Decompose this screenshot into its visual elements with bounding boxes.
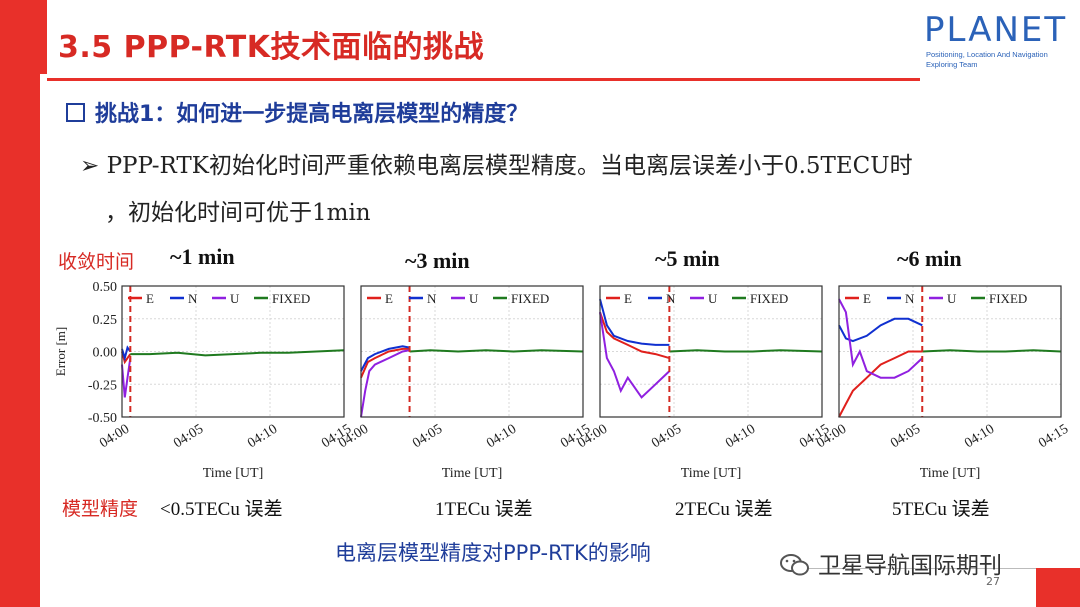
legend-label-e: E <box>624 291 632 306</box>
legend-label-e: E <box>385 291 393 306</box>
plot-frame <box>360 285 584 418</box>
x-axis-label: Time [UT] <box>681 466 742 481</box>
title-accent-block <box>40 0 47 74</box>
legend-label-e: E <box>863 291 871 306</box>
y-tick-label: 0.50 <box>93 280 118 295</box>
series-line-e <box>360 347 410 379</box>
plot-frame <box>838 285 1062 418</box>
x-tick-label: 04:05 <box>410 422 445 452</box>
x-tick-label: 04:05 <box>888 422 923 452</box>
series-line-n <box>360 345 410 372</box>
accuracy-label-4: 5TECu 误差 <box>892 499 990 520</box>
series-line-n <box>121 345 132 362</box>
x-tick-label: 04:10 <box>484 422 519 452</box>
y-tick-label: 0.00 <box>93 346 118 361</box>
bullet-line-1: ➢ PPP-RTK初始化时间严重依赖电离层模型精度。当电离层误差小于0.5TEC… <box>80 153 913 179</box>
model-accuracy-label: 模型精度 <box>62 498 139 520</box>
title-underline <box>47 78 920 81</box>
legend-label-fixed: FIXED <box>511 291 549 306</box>
slide-title: 3.5 PPP-RTK技术面临的挑战 <box>58 30 484 65</box>
figure-caption: 电离层模型精度对PPP-RTK的影响 <box>335 541 651 565</box>
challenge-text: 挑战1：如何进一步提高电离层模型的精度？ <box>95 102 529 127</box>
legend-label-n: N <box>666 291 676 306</box>
legend-label-n: N <box>188 291 198 306</box>
legend-label-u: U <box>947 291 957 306</box>
challenge-heading: 挑战1：如何进一步提高电离层模型的精度？ <box>66 96 528 128</box>
y-tick-label: -0.25 <box>88 378 117 393</box>
convergence-time-2: ~3 min <box>405 248 470 273</box>
legend-label-u: U <box>708 291 718 306</box>
series-line-n <box>838 317 923 343</box>
page-number: 27 <box>986 575 1000 588</box>
series-line-fixed <box>922 349 1062 353</box>
chart-panel-1: 0.50 0.25 0.00 -0.25 -0.50 Error [m] 04:00 04:0… <box>53 280 354 481</box>
x-axis-label: Time [UT] <box>920 466 981 481</box>
wechat-icon <box>780 554 809 576</box>
x-tick-label: 04:05 <box>649 422 684 452</box>
accuracy-label-3: 2TECu 误差 <box>675 499 773 520</box>
checkbox-square-icon <box>66 103 85 122</box>
accuracy-label-1: <0.5TECu 误差 <box>160 499 283 520</box>
series-line-n <box>599 298 670 346</box>
series-line-u <box>121 357 132 398</box>
logo-wordmark: PLANET <box>924 10 1068 50</box>
y-axis-label: Error [m] <box>53 327 68 376</box>
convergence-time-label: 收敛时间 <box>58 251 135 273</box>
series-line-e <box>838 350 923 418</box>
series-line-u <box>360 349 410 418</box>
convergence-time-3: ~5 min <box>655 246 720 271</box>
legend-label-fixed: FIXED <box>750 291 788 306</box>
x-tick-label: 04:10 <box>723 422 758 452</box>
bullet-line-2: ，初始化时间可优于1min <box>105 200 371 226</box>
corner-accent-block <box>1036 568 1080 607</box>
convergence-time-4: ~6 min <box>897 246 962 271</box>
convergence-time-1: ~1 min <box>170 244 235 269</box>
series-line-u <box>599 312 671 399</box>
series-line-fixed <box>669 349 823 353</box>
x-tick-label: 04:15 <box>1036 422 1071 452</box>
legend-label-n: N <box>427 291 437 306</box>
legend-label-u: U <box>469 291 479 306</box>
x-axis-label: Time [UT] <box>203 466 264 481</box>
accuracy-label-2: 1TECu 误差 <box>435 499 533 520</box>
plot-frame <box>599 285 823 418</box>
series-line-fixed <box>409 349 584 353</box>
left-accent-bar <box>0 0 40 607</box>
x-tick-label: 04:10 <box>962 422 997 452</box>
legend-label-n: N <box>905 291 915 306</box>
series-line-fixed <box>130 349 345 357</box>
x-tick-label: 04:10 <box>245 422 280 452</box>
series-line-e <box>599 311 670 360</box>
logo-subtitle-1: Positioning, Location And Navigation <box>926 50 1048 59</box>
legend-label-fixed: FIXED <box>989 291 1027 306</box>
footer-rule <box>800 568 1036 569</box>
plot-frame <box>121 285 345 418</box>
y-tick-label: -0.50 <box>88 411 117 426</box>
y-tick-label: 0.25 <box>93 313 118 328</box>
x-tick-label: 04:00 <box>97 422 132 452</box>
legend-label-u: U <box>230 291 240 306</box>
watermark-text: 卫星导航国际期刊 <box>818 553 1002 579</box>
logo-subtitle-2: Exploring Team <box>926 60 978 69</box>
series-line-u <box>838 298 923 379</box>
legend-label-e: E <box>146 291 154 306</box>
legend-label-fixed: FIXED <box>272 291 310 306</box>
x-tick-label: 04:05 <box>171 422 206 452</box>
x-axis-label: Time [UT] <box>442 466 503 481</box>
planet-logo: PLANET Positioning, Location And Navigat… <box>922 10 1072 72</box>
wechat-watermark: 卫星导航国际期刊 <box>780 546 1002 580</box>
